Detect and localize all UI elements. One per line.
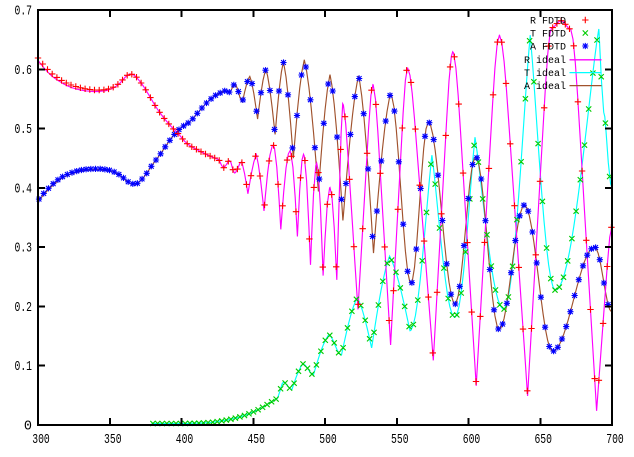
svg-text:300: 300 [32, 433, 50, 448]
svg-text:A FDTD: A FDTD [530, 42, 566, 53]
svg-text:A ideal: A ideal [524, 81, 566, 93]
svg-text:450: 450 [247, 433, 265, 448]
svg-text:500: 500 [319, 433, 337, 448]
svg-text:R ideal: R ideal [524, 55, 566, 67]
svg-text:700: 700 [606, 433, 624, 448]
svg-text:0.3: 0.3 [15, 242, 33, 257]
svg-text:0.4: 0.4 [15, 182, 33, 197]
svg-text:0.2: 0.2 [15, 301, 33, 316]
svg-text:R FDTD: R FDTD [530, 16, 566, 27]
svg-text:0.1: 0.1 [15, 360, 33, 375]
svg-text:550: 550 [391, 433, 409, 448]
svg-text:0.7: 0.7 [15, 5, 33, 20]
svg-text:0.5: 0.5 [15, 123, 33, 138]
svg-text:T ideal: T ideal [524, 68, 566, 80]
svg-text:400: 400 [176, 433, 194, 448]
svg-text:0.6: 0.6 [15, 64, 33, 79]
svg-text:T FDTD: T FDTD [530, 29, 566, 40]
svg-text:650: 650 [534, 433, 552, 448]
svg-text:0: 0 [24, 420, 32, 435]
svg-text:600: 600 [463, 433, 481, 448]
svg-text:350: 350 [104, 433, 122, 448]
